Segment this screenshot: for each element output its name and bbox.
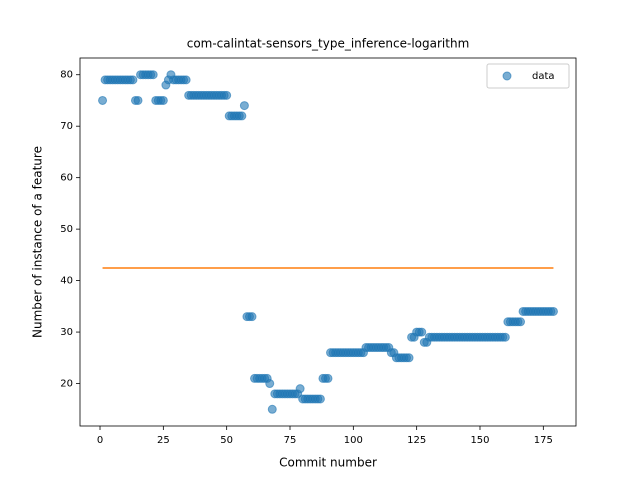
data-point: [247, 312, 257, 322]
data-point: [404, 353, 414, 363]
data-point: [500, 332, 510, 342]
legend-box: [486, 63, 570, 89]
data-point: [148, 70, 158, 80]
data-point: [128, 75, 138, 85]
data-point: [516, 317, 526, 327]
y-tick-label: 80: [60, 70, 73, 81]
x-tick-label: 75: [284, 435, 297, 446]
axes-frame: [79, 57, 577, 427]
data-point: [222, 90, 232, 100]
data-point: [181, 75, 191, 85]
y-axis-label: Number of instance of a feature: [31, 146, 45, 338]
y-tick-label: 20: [60, 379, 73, 390]
y-tick-label: 60: [60, 173, 73, 184]
legend-label: data: [532, 71, 555, 82]
x-axis-label: Commit number: [279, 456, 377, 470]
data-point: [323, 373, 333, 383]
data-point: [548, 306, 558, 316]
y-tick-label: 30: [60, 327, 73, 338]
y-tick-label: 50: [60, 224, 73, 235]
x-tick-label: 100: [344, 435, 363, 446]
data-point: [267, 404, 277, 414]
legend-marker: [502, 71, 512, 81]
data-point: [133, 95, 143, 105]
chart-title: com-calintat-sensors_type_inference-loga…: [187, 37, 470, 51]
y-tick-label: 40: [60, 276, 73, 287]
data-point: [237, 111, 247, 121]
y-tick-label: 70: [60, 121, 73, 132]
x-tick-label: 150: [470, 435, 489, 446]
x-tick-label: 175: [534, 435, 553, 446]
data-point: [315, 394, 325, 404]
data-point: [158, 95, 168, 105]
x-tick-label: 0: [97, 435, 103, 446]
x-tick-label: 25: [157, 435, 170, 446]
data-point: [265, 379, 275, 389]
x-tick-label: 125: [407, 435, 426, 446]
x-tick-label: 50: [220, 435, 233, 446]
data-point: [417, 327, 427, 337]
data-point: [239, 101, 249, 111]
data-point: [295, 384, 305, 394]
data-point: [98, 95, 108, 105]
